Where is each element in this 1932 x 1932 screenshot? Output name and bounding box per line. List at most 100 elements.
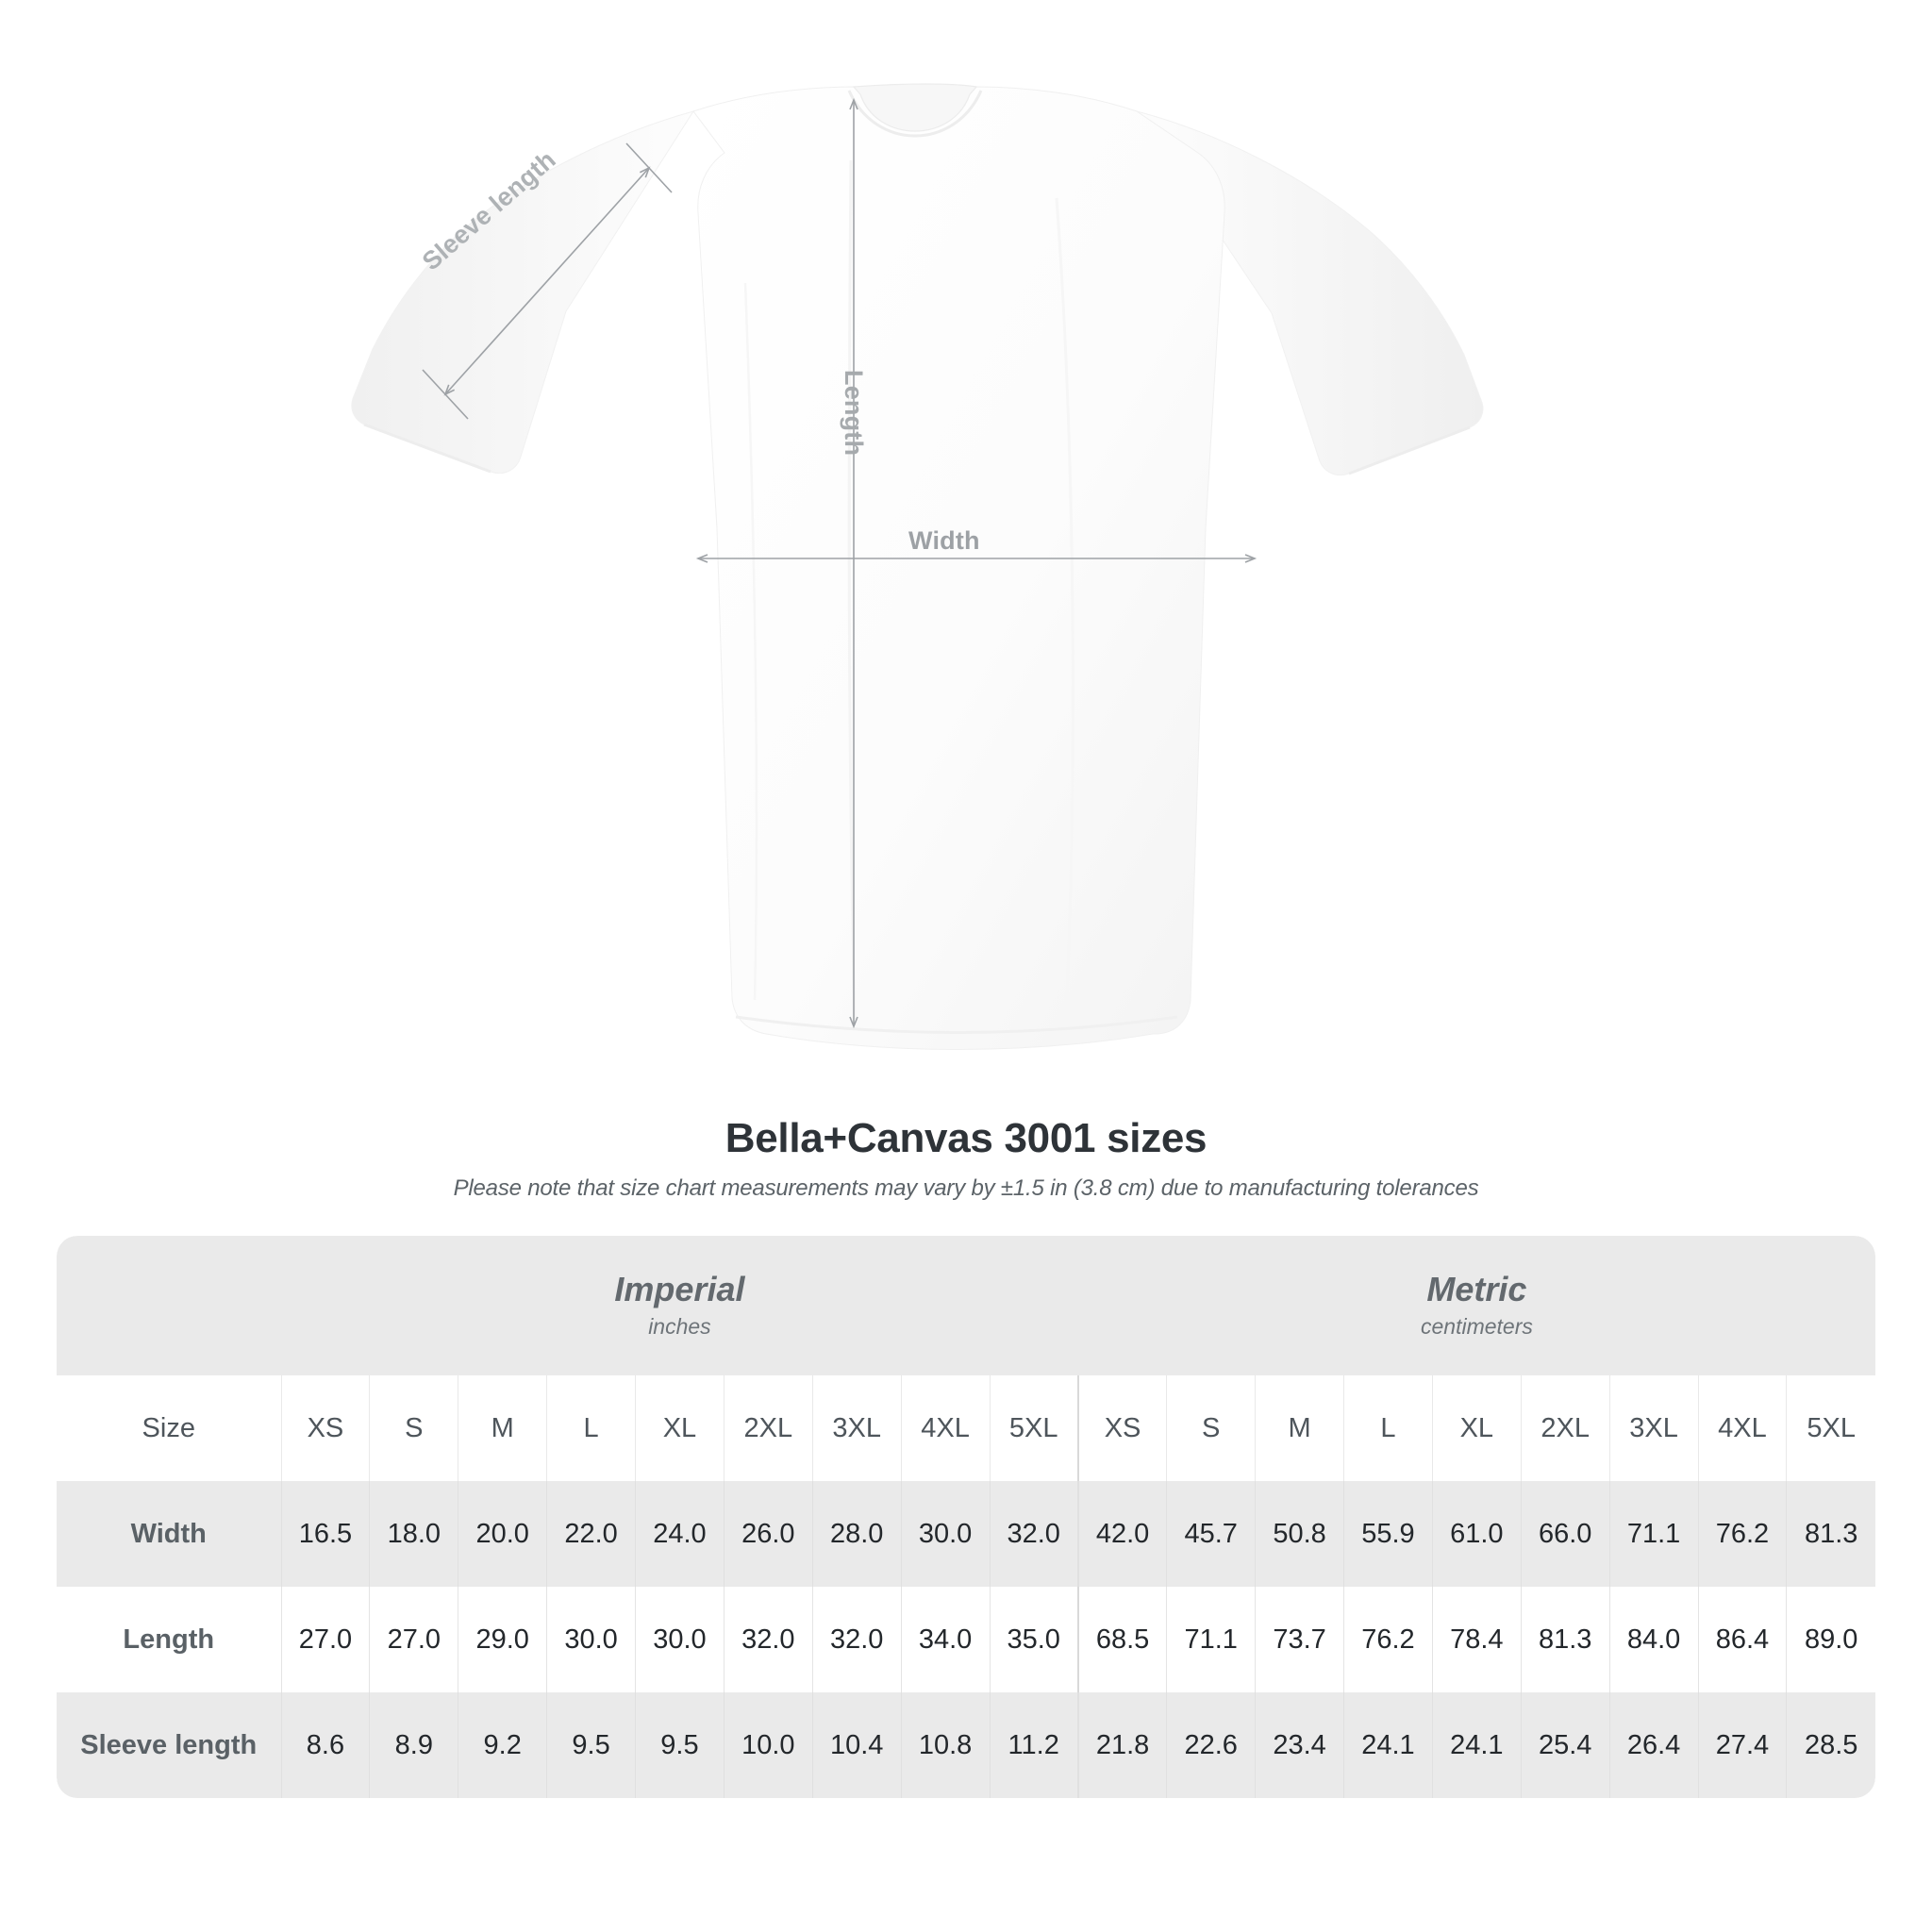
- cell-sleeve-length-metric-2xl: 25.4: [1520, 1692, 1610, 1798]
- size-column-header-metric-m: M: [1255, 1375, 1344, 1481]
- cell-sleeve-length-imperial-5xl: 11.2: [989, 1692, 1078, 1798]
- size-column-header-metric-4xl: 4XL: [1697, 1375, 1787, 1481]
- sleeve-length-arrow: [443, 166, 651, 396]
- size-column-header-metric-xs: XS: [1076, 1375, 1167, 1481]
- cell-width-imperial-4xl: 30.0: [900, 1481, 990, 1587]
- cell-sleeve-length-metric-5xl: 28.5: [1786, 1692, 1875, 1798]
- size-column-header-metric-s: S: [1166, 1375, 1256, 1481]
- cell-width-metric-xl: 61.0: [1431, 1481, 1522, 1587]
- cell-width-imperial-3xl: 28.0: [811, 1481, 902, 1587]
- cell-sleeve-length-imperial-3xl: 10.4: [811, 1692, 902, 1798]
- cell-length-imperial-5xl: 35.0: [989, 1587, 1078, 1692]
- sleeve-tick-top: [625, 142, 673, 193]
- cell-length-metric-l: 76.2: [1343, 1587, 1433, 1692]
- tshirt-diagram: Sleeve length Length Width: [351, 83, 1484, 1050]
- unit-subtitle: centimeters: [1421, 1313, 1533, 1339]
- cell-length-metric-xs: 68.5: [1076, 1587, 1167, 1692]
- cell-width-metric-m: 50.8: [1255, 1481, 1344, 1587]
- cell-sleeve-length-imperial-xs: 8.6: [280, 1692, 370, 1798]
- cell-width-imperial-s: 18.0: [369, 1481, 458, 1587]
- size-column-header-imperial-m: M: [458, 1375, 547, 1481]
- cell-width-imperial-xs: 16.5: [280, 1481, 370, 1587]
- sleeve-tick-bottom: [422, 369, 469, 420]
- size-column-header-imperial-s: S: [369, 1375, 458, 1481]
- cell-length-imperial-l: 30.0: [546, 1587, 636, 1692]
- cell-width-imperial-xl: 24.0: [635, 1481, 724, 1587]
- title-block: Bella+Canvas 3001 sizes Please note that…: [0, 1113, 1932, 1202]
- cell-width-metric-s: 45.7: [1166, 1481, 1256, 1587]
- cell-sleeve-length-metric-l: 24.1: [1343, 1692, 1433, 1798]
- cell-width-imperial-5xl: 32.0: [989, 1481, 1078, 1587]
- size-column-header-imperial-5xl: 5XL: [989, 1375, 1078, 1481]
- cell-length-metric-3xl: 84.0: [1608, 1587, 1698, 1692]
- size-header-label: Size: [57, 1375, 281, 1481]
- row-label-width: Width: [57, 1481, 281, 1587]
- size-chart-table-container: Imperial inches Metric centimeters Size XS S M L…: [57, 1236, 1875, 1798]
- cell-width-metric-l: 55.9: [1343, 1481, 1433, 1587]
- cell-sleeve-length-metric-4xl: 27.4: [1697, 1692, 1787, 1798]
- cell-sleeve-length-imperial-s: 8.9: [369, 1692, 458, 1798]
- page-title: Bella+Canvas 3001 sizes: [724, 1115, 1208, 1161]
- size-column-header-imperial-xl: XL: [635, 1375, 724, 1481]
- cell-length-imperial-s: 27.0: [369, 1587, 458, 1692]
- unit-subtitle: inches: [648, 1313, 711, 1339]
- cell-sleeve-length-imperial-m: 9.2: [458, 1692, 547, 1798]
- cell-sleeve-length-imperial-xl: 9.5: [635, 1692, 724, 1798]
- length-label: Length: [840, 370, 868, 457]
- cell-width-metric-xs: 42.0: [1076, 1481, 1167, 1587]
- cell-width-imperial-2xl: 26.0: [723, 1481, 813, 1587]
- size-column-header-metric-5xl: 5XL: [1786, 1375, 1875, 1481]
- size-column-header-imperial-2xl: 2XL: [723, 1375, 813, 1481]
- cell-sleeve-length-imperial-4xl: 10.8: [900, 1692, 990, 1798]
- cell-sleeve-length-metric-xl: 24.1: [1431, 1692, 1522, 1798]
- cell-sleeve-length-metric-xs: 21.8: [1076, 1692, 1167, 1798]
- size-column-header-metric-2xl: 2XL: [1520, 1375, 1610, 1481]
- cell-width-metric-2xl: 66.0: [1520, 1481, 1610, 1587]
- page-subtitle: Please note that size chart measurements…: [453, 1175, 1479, 1201]
- cell-length-metric-xl: 78.4: [1431, 1587, 1522, 1692]
- row-label-length: Length: [57, 1587, 281, 1692]
- cell-length-metric-2xl: 81.3: [1520, 1587, 1610, 1692]
- cell-length-imperial-4xl: 34.0: [900, 1587, 990, 1692]
- table-row: Length 27.0 27.0 29.0 30.0 30.0 32.0 32.0 34.0 35…: [57, 1587, 1875, 1692]
- size-column-header-imperial-3xl: 3XL: [811, 1375, 902, 1481]
- cell-length-metric-m: 73.7: [1255, 1587, 1344, 1692]
- tshirt-illustration: [351, 83, 1484, 1050]
- unit-header-metric: Metric centimeters: [1077, 1236, 1875, 1375]
- row-label-sleeve-length: Sleeve length: [57, 1692, 281, 1798]
- size-column-header-metric-l: L: [1343, 1375, 1433, 1481]
- cell-width-imperial-l: 22.0: [546, 1481, 636, 1587]
- unit-header-imperial: Imperial inches: [281, 1236, 1078, 1375]
- cell-length-imperial-m: 29.0: [458, 1587, 547, 1692]
- table-row: Width 16.5 18.0 20.0 22.0 24.0 26.0 28.0 30.0 32.…: [57, 1481, 1875, 1587]
- cell-width-imperial-m: 20.0: [458, 1481, 547, 1587]
- unit-name: Imperial: [614, 1270, 745, 1309]
- cell-length-imperial-2xl: 32.0: [723, 1587, 813, 1692]
- table-row: Sleeve length 8.6 8.9 9.2 9.5 9.5 10.0 10.4 10.8…: [57, 1692, 1875, 1798]
- cell-width-metric-5xl: 81.3: [1786, 1481, 1875, 1587]
- cell-sleeve-length-imperial-2xl: 10.0: [723, 1692, 813, 1798]
- size-column-header-metric-3xl: 3XL: [1608, 1375, 1698, 1481]
- size-chart-table: Imperial inches Metric centimeters Size XS S M L…: [57, 1236, 1875, 1798]
- size-header-row: Size XS S M L XL 2XL 3XL 4XL 5XL XS S M L XL 2XL 3XL 4XL 5…: [57, 1375, 1875, 1481]
- cell-width-metric-4xl: 76.2: [1697, 1481, 1787, 1587]
- unit-row-spacer: [57, 1236, 281, 1375]
- size-column-header-imperial-l: L: [546, 1375, 636, 1481]
- cell-length-metric-4xl: 86.4: [1697, 1587, 1787, 1692]
- cell-length-imperial-3xl: 32.0: [811, 1587, 902, 1692]
- cell-length-imperial-xs: 27.0: [280, 1587, 370, 1692]
- size-column-header-imperial-4xl: 4XL: [900, 1375, 990, 1481]
- measurement-lines: [422, 97, 1257, 1029]
- width-label: Width: [908, 526, 980, 555]
- unit-header-row: Imperial inches Metric centimeters: [57, 1236, 1875, 1375]
- cell-length-metric-s: 71.1: [1166, 1587, 1256, 1692]
- cell-sleeve-length-imperial-l: 9.5: [546, 1692, 636, 1798]
- cell-length-metric-5xl: 89.0: [1786, 1587, 1875, 1692]
- cell-sleeve-length-metric-s: 22.6: [1166, 1692, 1256, 1798]
- cell-sleeve-length-metric-m: 23.4: [1255, 1692, 1344, 1798]
- cell-width-metric-3xl: 71.1: [1608, 1481, 1698, 1587]
- unit-name: Metric: [1426, 1270, 1527, 1309]
- cell-length-imperial-xl: 30.0: [635, 1587, 724, 1692]
- size-column-header-metric-xl: XL: [1431, 1375, 1522, 1481]
- cell-sleeve-length-metric-3xl: 26.4: [1608, 1692, 1698, 1798]
